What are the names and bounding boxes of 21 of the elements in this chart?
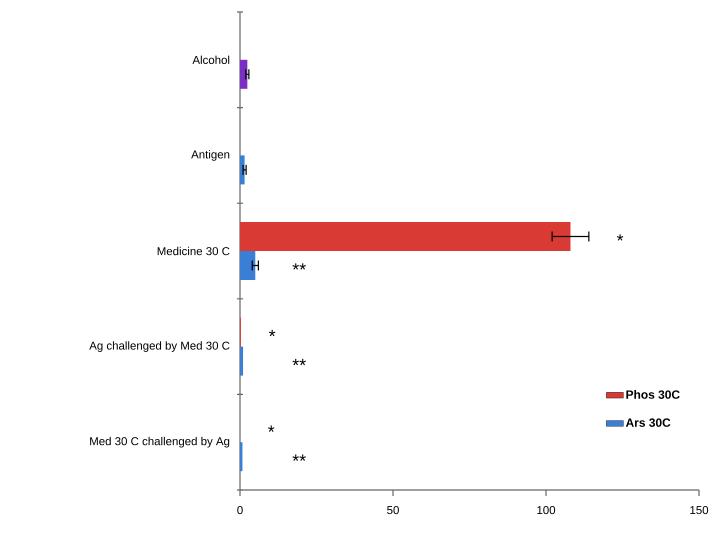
- y-tick-label: Medicine 30 C: [158, 246, 230, 256]
- annotation: **: [292, 263, 306, 270]
- annotation: **: [292, 358, 306, 366]
- bar: [240, 251, 256, 280]
- y-tick-label: Antigen: [191, 150, 230, 161]
- bar: [240, 60, 248, 89]
- y-tick-label: Ag challenged by Med 30 C: [89, 341, 230, 352]
- legend-label: Phos 30C: [626, 390, 680, 399]
- annotation: *: [616, 234, 624, 241]
- legend-label: Ars 30C: [626, 418, 670, 427]
- bar: [240, 346, 244, 376]
- bar: [240, 222, 570, 252]
- annotation: *: [268, 426, 274, 432]
- annotation: **: [292, 454, 306, 461]
- annotation: *: [268, 330, 276, 336]
- y-tick-label: Alcohol: [192, 56, 230, 64]
- x-tick-label: 50: [387, 506, 399, 514]
- y-tick-label: Med 30 C challenged by Ag: [90, 436, 230, 448]
- x-tick-label: 150: [690, 506, 708, 514]
- x-tick-label: 0: [237, 506, 243, 514]
- x-tick-label: 100: [537, 506, 556, 514]
